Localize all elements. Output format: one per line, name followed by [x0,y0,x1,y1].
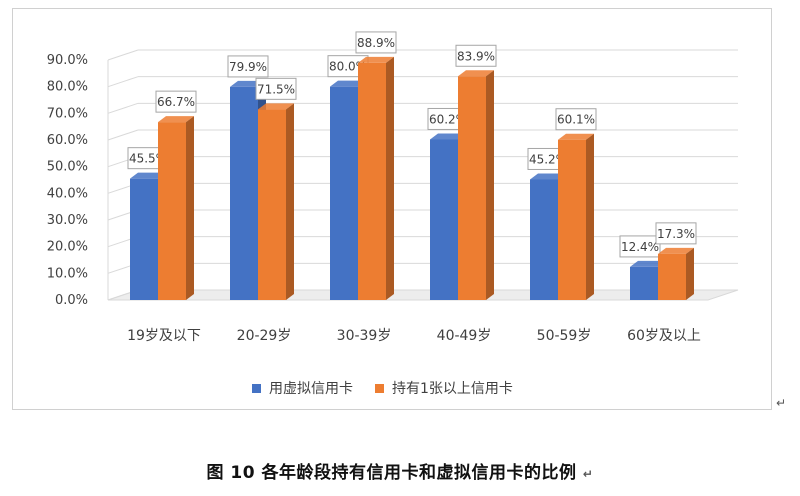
y-tick-label: 0.0% [55,293,88,308]
bar-1-4 [430,139,458,300]
x-tick-label: 30-39岁 [337,328,392,344]
y-tick-label: 50.0% [47,160,88,175]
bar-top-2-3 [358,56,394,63]
legend-label-series-2: 持有1张以上信用卡 [392,381,513,397]
bar-2-4 [458,76,486,301]
return-mark-frame: ↵ [776,396,787,410]
side-gridline [107,49,139,61]
x-tick-label: 20-29岁 [237,328,292,344]
bar-top-1-4 [430,133,466,140]
bar-1-1 [130,178,158,300]
bar-1-5 [530,179,558,300]
bar-side-2-6 [686,247,694,300]
data-label-1-3: 80.0% [329,60,367,74]
bar-side-2-1 [186,116,194,300]
bar-2-6 [658,253,686,300]
legend-label-series-1: 用虚拟信用卡 [269,381,353,397]
y-tick-label: 30.0% [47,213,88,228]
data-label-box-2-5 [555,108,597,131]
chart-legend: 用虚拟信用卡 持有1张以上信用卡 [252,376,535,400]
y-tick-label: 70.0% [47,106,88,121]
legend-swatch-series-1 [252,383,261,393]
bar-2-1 [158,122,186,300]
data-label-box-2-6 [655,222,697,245]
figure-caption-text: 图 10 各年龄段持有信用卡和虚拟信用卡的比例 [206,463,577,483]
data-label-2-1: 66.7% [157,95,195,109]
return-mark-caption: ↵ [582,467,594,481]
bar-top-1-1 [130,172,166,179]
data-label-2-2: 71.5% [257,82,295,96]
bar-top-1-6 [630,260,666,267]
bar-top-1-3 [330,80,366,87]
legend-item-series-2: 持有1张以上信用卡 [375,378,513,398]
x-tick-label: 19岁及以下 [127,328,201,344]
data-label-box-1-2 [227,55,269,78]
data-label-1-6: 12.4% [621,240,659,254]
bar-side-2-5 [586,133,594,300]
bar-top-1-5 [530,173,566,180]
data-label-1-2: 79.9% [229,60,267,74]
legend-swatch-series-2 [375,383,384,393]
bar-side-2-3 [386,56,394,300]
y-tick-label: 80.0% [47,80,88,95]
x-tick-label: 50-59岁 [537,328,592,344]
data-label-1-1: 45.5% [129,152,167,166]
bar-2-3 [358,62,386,300]
side-gridline [107,102,139,114]
bar-top-2-1 [158,116,194,123]
bar-top-2-2 [258,103,294,110]
data-label-1-4: 60.2% [429,112,467,126]
data-label-box-2-2 [255,77,297,100]
y-tick-label: 90.0% [47,53,88,68]
x-tick-label: 60岁及以上 [627,328,701,344]
bar-top-2-5 [558,133,594,140]
y-tick-label: 10.0% [47,266,88,281]
data-label-2-3: 88.9% [357,36,395,50]
data-label-box-2-4 [455,44,497,67]
bar-2-2 [258,109,286,300]
data-label-1-5: 45.2% [529,152,567,166]
y-tick-label: 40.0% [47,186,88,201]
data-label-2-6: 17.3% [657,227,695,241]
bar-chart: 0.0% 10.0% 20.0% 30.0% 40.0% 50.0% 60.0% 70.0% 8… [47,31,739,344]
legend-item-series-1: 用虚拟信用卡 [252,378,353,398]
data-label-box-2-3 [355,31,397,54]
bar-top-2-4 [458,70,494,77]
chart-frame [12,8,772,410]
data-label-box-1-6 [619,235,661,258]
x-tick-label: 40-49岁 [437,328,492,344]
y-tick-label: 20.0% [47,240,88,255]
side-gridline [107,129,139,141]
figure-caption: 图 10 各年龄段持有信用卡和虚拟信用卡的比例 ↵ [0,458,800,483]
bar-1-6 [630,266,658,300]
side-gridline [107,76,139,88]
bar-side-2-2 [286,103,294,300]
data-label-2-4: 83.9% [457,49,495,63]
bar-top-2-6 [658,247,694,254]
bar-side-2-4 [486,70,494,301]
y-tick-label: 60.0% [47,133,88,148]
data-label-box-2-1 [155,90,197,113]
bar-1-2 [230,86,258,300]
bar-1-3 [330,86,358,301]
data-label-2-5: 60.1% [557,113,595,127]
bar-2-5 [558,139,586,300]
